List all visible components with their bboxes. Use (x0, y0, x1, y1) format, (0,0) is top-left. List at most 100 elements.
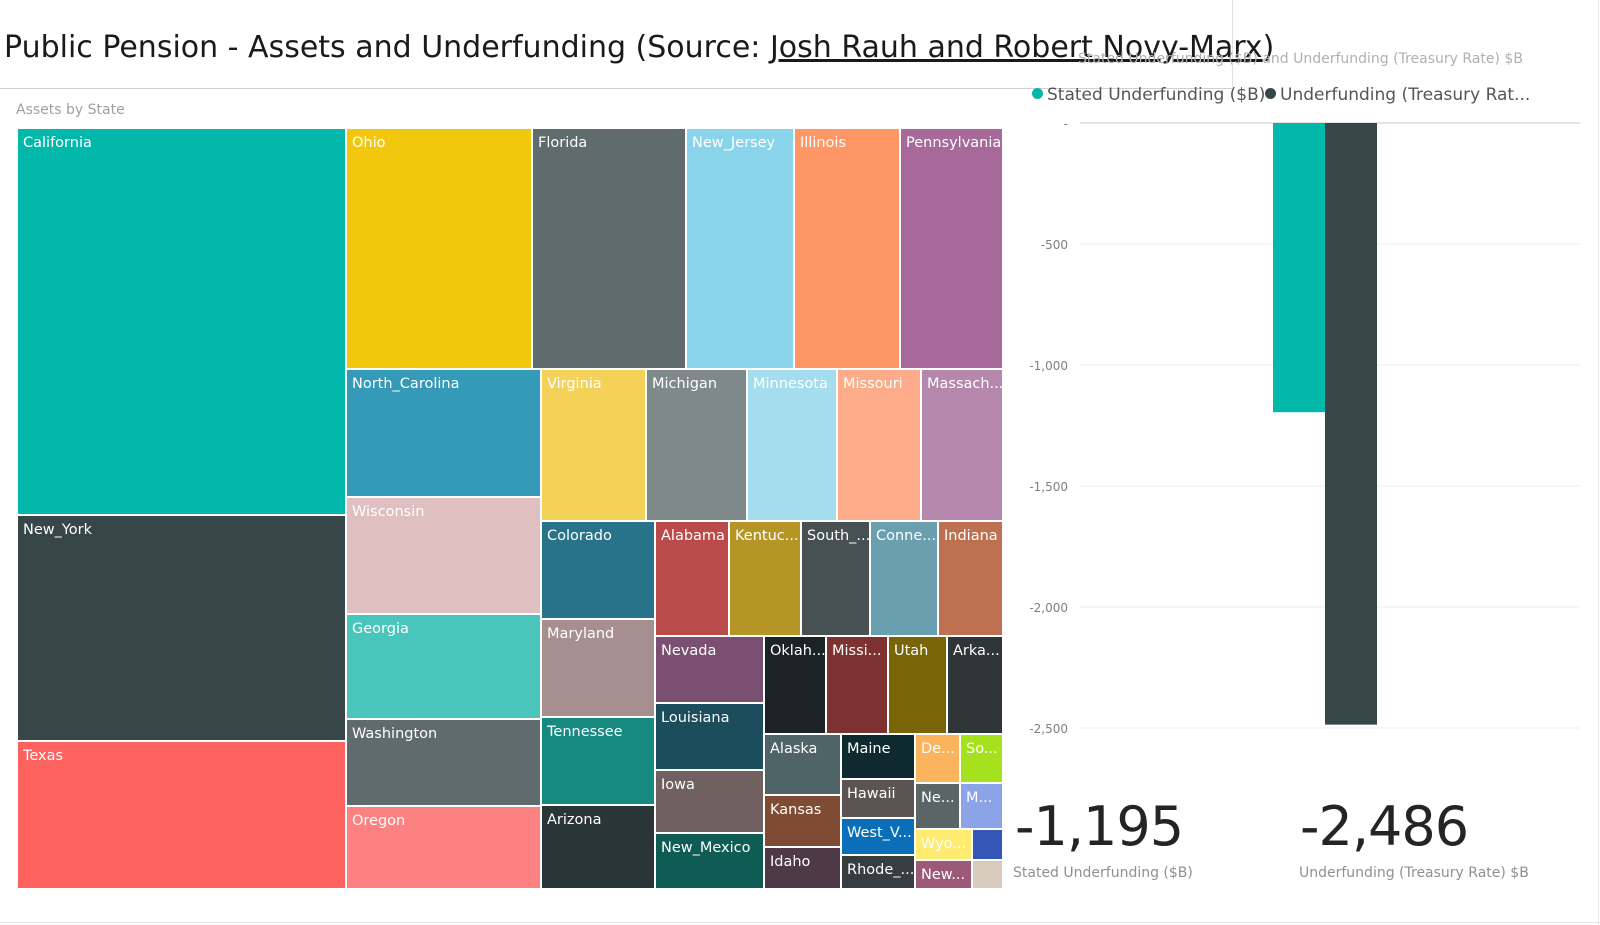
treemap-tile[interactable]: Nevada (655, 636, 764, 703)
treemap-tile[interactable]: Tennessee (541, 717, 655, 805)
treemap-tile[interactable]: Maine (841, 734, 915, 779)
treemap-tile-label: West_V... (847, 825, 912, 841)
treemap-tile[interactable]: Colorado (541, 521, 655, 619)
treemap-tile[interactable]: Massach... (921, 369, 1003, 521)
treemap-tile[interactable]: Maryland (541, 619, 655, 717)
treemap-tile[interactable]: California (17, 128, 346, 515)
legend-item-stated[interactable]: Stated Underfunding ($B) (1032, 85, 1265, 105)
right-divider (1598, 0, 1599, 925)
treemap-tile[interactable]: Hawaii (841, 779, 915, 818)
card-treasury-label: Underfunding (Treasury Rate) $B (1299, 865, 1529, 881)
treemap-tile[interactable]: Georgia (346, 614, 541, 719)
source-link[interactable]: Josh Rauh and Robert Novy-Marx (769, 30, 1263, 65)
treemap-tile-label: Missouri (843, 376, 903, 392)
treemap-tile[interactable]: Conne... (870, 521, 938, 636)
treemap-tile[interactable]: Rhode_... (841, 855, 915, 889)
treemap-tile[interactable] (972, 829, 1003, 860)
treemap-tile[interactable]: Ne... (915, 783, 960, 829)
treemap-tile[interactable]: Indiana (938, 521, 1003, 636)
treemap-tile[interactable]: Utah (888, 636, 947, 734)
treemap-tile[interactable]: Iowa (655, 770, 764, 833)
title-prefix: Public Pension - Assets and Underfunding… (4, 30, 770, 65)
treemap-tile[interactable]: Oregon (346, 806, 541, 889)
treemap-tile-label: California (23, 135, 92, 151)
report-header: Public Pension - Assets and Underfunding… (0, 0, 1274, 89)
bar-stated[interactable] (1273, 123, 1325, 413)
treemap-tile[interactable]: New_York (17, 515, 346, 741)
treemap-tile[interactable]: Washington (346, 719, 541, 806)
treemap-tile-label: Wyo... (921, 836, 967, 852)
treemap-tile[interactable]: West_V... (841, 818, 915, 855)
treemap-tile[interactable]: Texas (17, 741, 346, 889)
treemap-tile-label: North_Carolina (352, 376, 460, 392)
treemap-tile[interactable]: So... (960, 734, 1003, 783)
treemap-tile[interactable]: South_... (801, 521, 870, 636)
treemap-tile-label: Massach... (927, 376, 1003, 392)
legend-label-treasury: Underfunding (Treasury Rat... (1280, 85, 1531, 105)
treemap-tile[interactable]: Illinois (794, 128, 900, 369)
treemap-tile-label: Hawaii (847, 786, 896, 802)
y-tick-label: -2,500 (1029, 722, 1068, 736)
treemap-tile-label: New_Jersey (692, 135, 776, 151)
treemap-tile-label: Maine (847, 741, 891, 757)
treemap-tile-label: Texas (23, 748, 64, 764)
treemap-tile-label: New... (921, 867, 966, 883)
legend-dot-icon (1265, 88, 1276, 99)
treemap-tile[interactable]: Oklah... (764, 636, 826, 734)
treemap-tile[interactable]: Missi... (826, 636, 888, 734)
treemap-tile-label: Nevada (661, 643, 717, 659)
legend-dot-icon (1032, 88, 1043, 99)
treemap-tile[interactable]: Idaho (764, 847, 841, 889)
treemap-tile[interactable]: New... (915, 860, 972, 889)
treemap-tile-label: Idaho (770, 854, 811, 870)
treemap-tile[interactable]: New_Mexico (655, 833, 764, 889)
treemap-tile[interactable] (972, 860, 1003, 889)
treemap-tile[interactable]: Alaska (764, 734, 841, 795)
treemap-tile-label: Maryland (547, 626, 615, 642)
treemap-tile-label: New_Mexico (661, 840, 751, 856)
treemap-tile[interactable]: Arka... (947, 636, 1003, 734)
treemap-tile-label: Oklah... (770, 643, 826, 659)
treemap-tile-label: Ne... (921, 790, 955, 806)
treemap-tile-label: Ohio (352, 135, 386, 151)
treemap-tile[interactable]: De... (915, 734, 960, 783)
treemap-tile[interactable]: Arizona (541, 805, 655, 889)
treemap-tile[interactable]: Kansas (764, 795, 841, 847)
treemap-tile-label: Louisiana (661, 710, 730, 726)
bar-chart-title: Stated Underfunding ($B) and Underfundin… (1078, 51, 1523, 67)
card-stated-value: -1,195 (1015, 795, 1184, 858)
treemap-tile-label: Michigan (652, 376, 718, 392)
treemap-tile[interactable]: Pennsylvania (900, 128, 1003, 369)
treemap-tile[interactable]: Minnesota (747, 369, 837, 521)
treemap-tile-label: So... (966, 741, 998, 757)
treemap-tile-label: Georgia (352, 621, 409, 637)
treemap-tile-label: Arka... (953, 643, 1000, 659)
bar-treasury[interactable] (1325, 123, 1377, 725)
treemap-tile[interactable]: Kentuc... (729, 521, 801, 636)
treemap-tile-label: M... (966, 790, 993, 806)
treemap-tile[interactable]: North_Carolina (346, 369, 541, 497)
treemap-tile-label: Illinois (800, 135, 847, 151)
treemap-tile[interactable]: Alabama (655, 521, 729, 636)
treemap-tile[interactable]: Louisiana (655, 703, 764, 770)
treemap-tile[interactable]: Michigan (646, 369, 747, 521)
treemap-tile[interactable]: Virginia (541, 369, 646, 521)
treemap-tile-label: Kansas (770, 802, 822, 818)
legend-item-treasury[interactable]: Underfunding (Treasury Rat... (1265, 85, 1530, 105)
treemap-tile[interactable]: Ohio (346, 128, 532, 369)
treemap-tile[interactable]: M... (960, 783, 1003, 829)
treemap-tile-label: Iowa (661, 777, 695, 793)
treemap-tile-label: Pennsylvania (906, 135, 1002, 151)
treemap-tile[interactable]: New_Jersey (686, 128, 794, 369)
treemap-tile-label: Alabama (661, 528, 725, 544)
treemap-tile-label: Arizona (547, 812, 602, 828)
treemap-tile-label: Utah (894, 643, 929, 659)
treemap-tile-label: Oregon (352, 813, 406, 829)
treemap-tile[interactable]: Wyo... (915, 829, 972, 860)
treemap-tile[interactable]: Missouri (837, 369, 921, 521)
treemap-tile[interactable]: Florida (532, 128, 686, 369)
treemap-tile-label: Alaska (770, 741, 818, 757)
treemap-tile[interactable]: Wisconsin (346, 497, 541, 614)
treemap-title: Assets by State (16, 102, 125, 118)
title-suffix: ) (1262, 30, 1275, 65)
